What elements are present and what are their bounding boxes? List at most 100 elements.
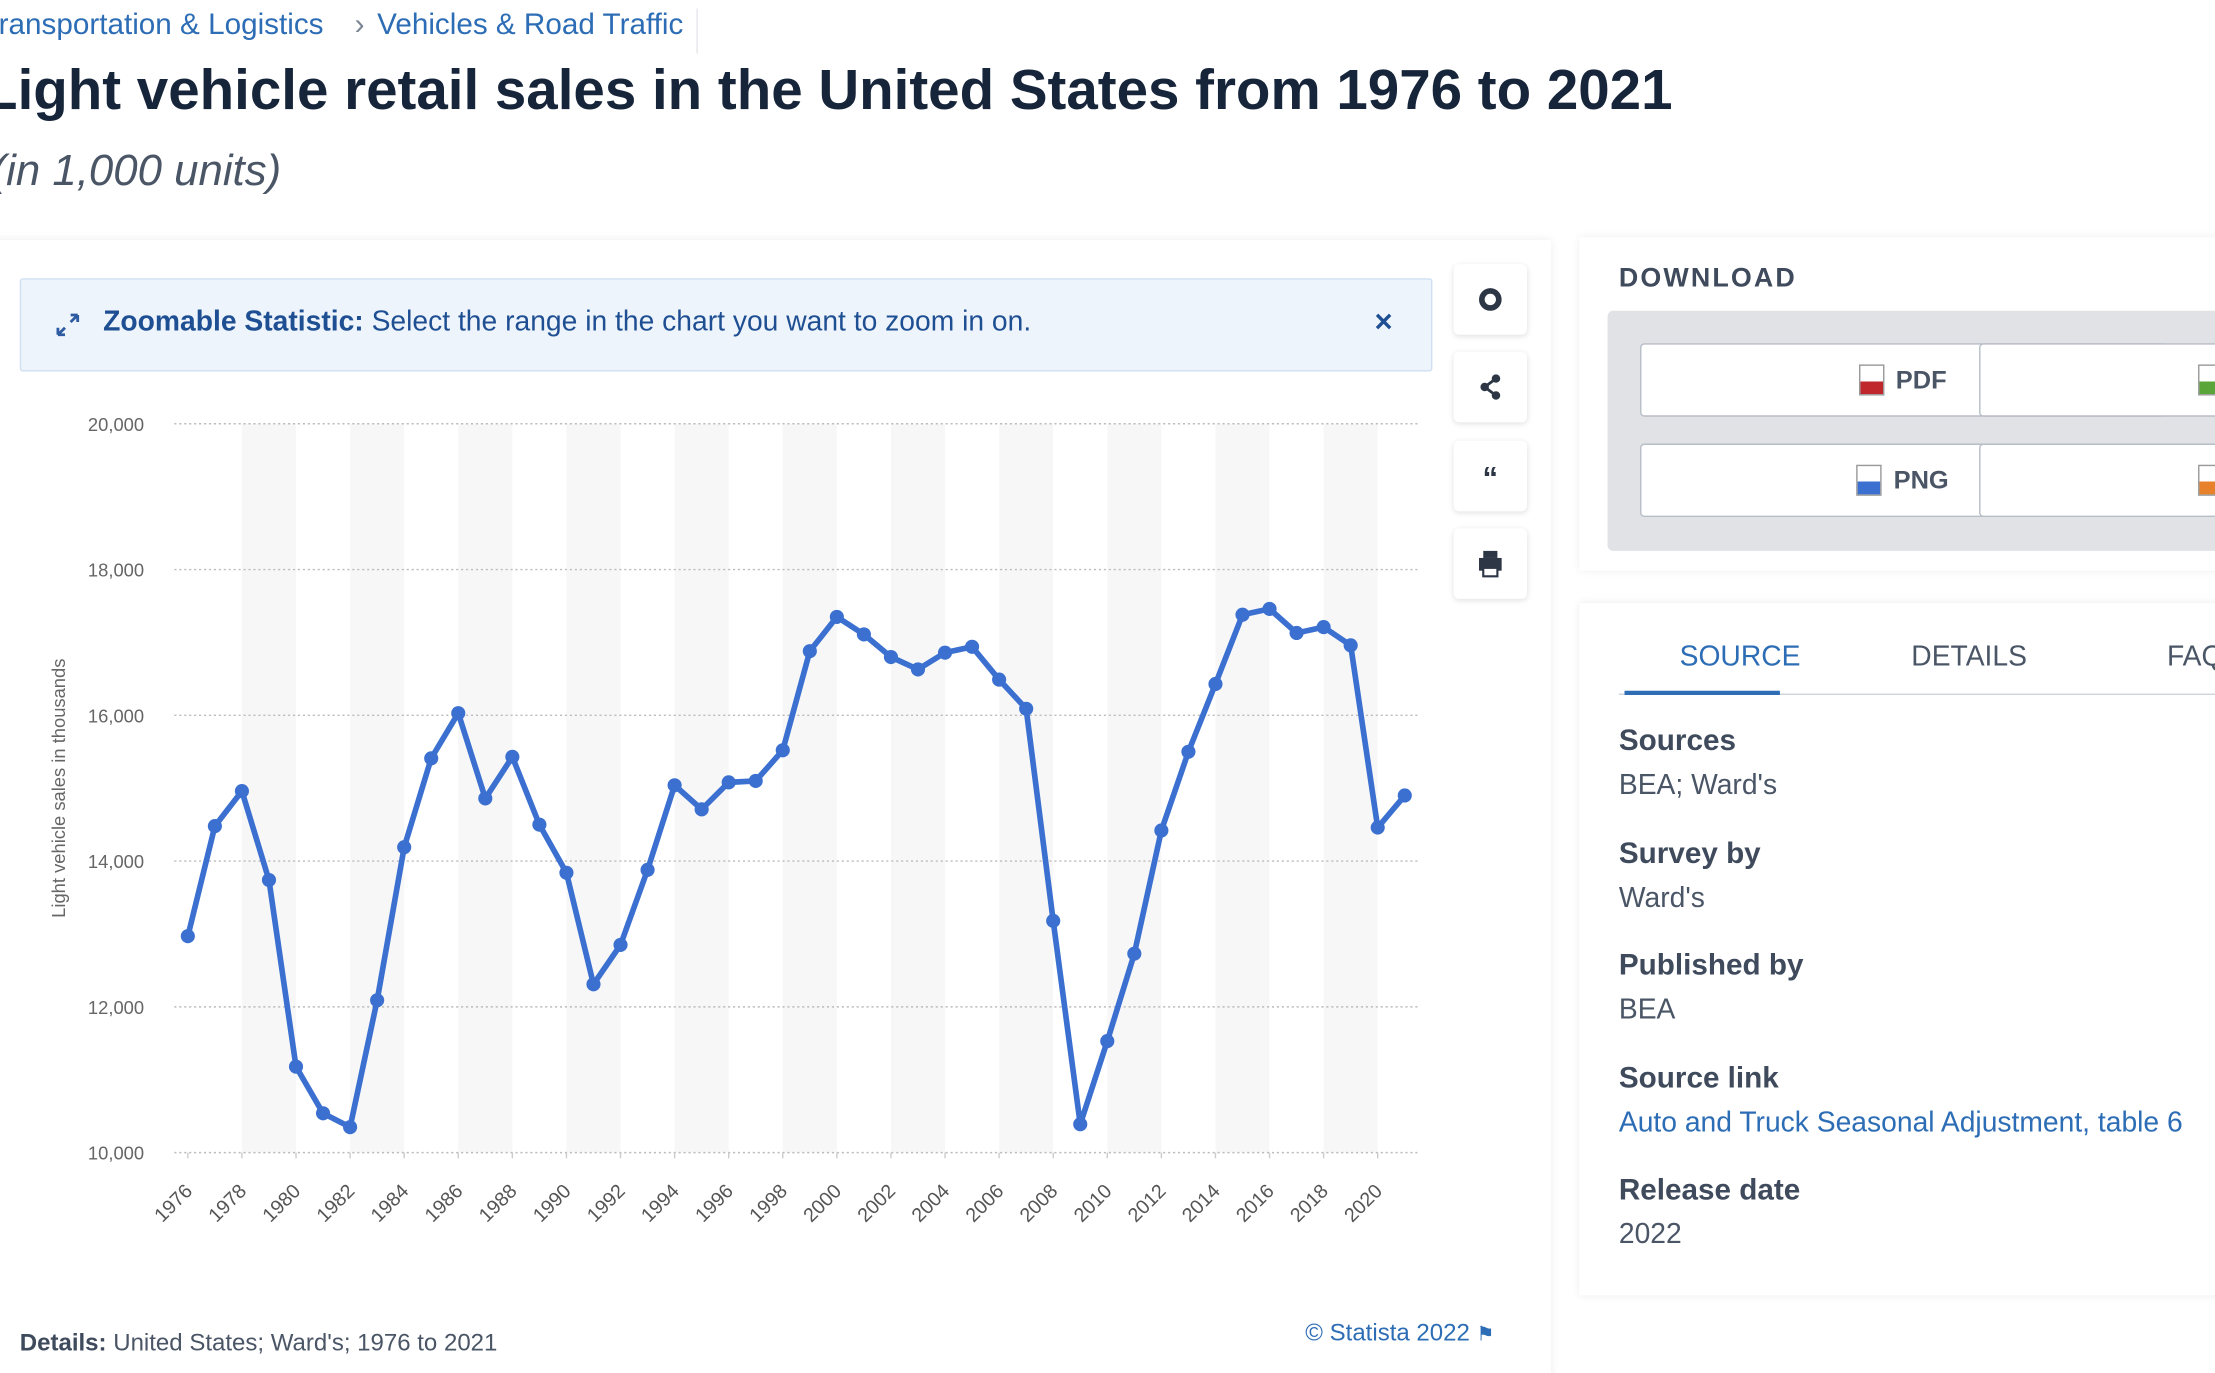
- page-subtitle: (in 1,000 units): [0, 145, 282, 195]
- x-tick-label: 1980: [259, 1180, 306, 1227]
- share-button[interactable]: [1453, 351, 1528, 423]
- data-point: [910, 662, 926, 677]
- x-tick-label: 1990: [529, 1180, 576, 1227]
- download-card: DOWNLOAD PDF XLS PNG PPT: [1579, 237, 2215, 571]
- download-label: PDF: [1895, 365, 1947, 394]
- data-point: [1046, 913, 1061, 928]
- settings-button[interactable]: [1453, 264, 1528, 335]
- x-tick-label: 2018: [1286, 1180, 1333, 1227]
- data-point: [748, 773, 763, 788]
- details-text: United States; Ward's; 1976 to 2021: [113, 1329, 498, 1357]
- x-tick-label: 1988: [475, 1180, 522, 1227]
- data-point: [992, 672, 1007, 687]
- x-tick-label: 1984: [367, 1180, 414, 1227]
- info-value: Ward's: [1618, 882, 1705, 914]
- close-button[interactable]: ×: [1374, 303, 1393, 340]
- plot-band: [350, 423, 405, 1153]
- source-link[interactable]: Auto and Truck Seasonal Adjustment, tabl…: [1618, 1106, 2183, 1138]
- x-tick-label: 2016: [1232, 1180, 1279, 1227]
- data-point: [1397, 788, 1412, 803]
- plot-band: [890, 423, 946, 1153]
- plot-band: [782, 423, 837, 1153]
- file-icon: [1856, 464, 1883, 496]
- x-tick-label: 2002: [853, 1180, 900, 1227]
- data-point: [1127, 946, 1142, 961]
- tab[interactable]: FAQ: [2166, 641, 2215, 673]
- x-tick-label: 2006: [962, 1180, 1009, 1227]
- data-point: [829, 609, 844, 624]
- copyright-text: © Statista 2022: [1305, 1319, 1470, 1347]
- data-point: [1181, 744, 1196, 759]
- y-tick-label: 14,000: [88, 851, 144, 872]
- data-point: [586, 977, 601, 992]
- data-point: [1100, 1034, 1115, 1049]
- data-line: [185, 606, 1407, 1130]
- breadcrumb-link[interactable]: Vehicles & Road Traffic: [377, 8, 698, 54]
- x-tick-label: 2008: [1016, 1180, 1063, 1227]
- info-value: BEA; Ward's: [1618, 769, 1778, 801]
- download-button[interactable]: XLS: [1979, 343, 2215, 417]
- y-tick-label: 10,000: [88, 1143, 144, 1164]
- data-point: [261, 872, 277, 888]
- info-label: Sources: [1618, 724, 1736, 758]
- data-point: [721, 775, 736, 790]
- y-tick-label: 12,000: [88, 997, 144, 1018]
- data-point: [1154, 823, 1169, 838]
- data-point: [1208, 676, 1223, 692]
- data-point: [315, 1106, 331, 1121]
- info-label: Survey by: [1618, 836, 1761, 870]
- plot-band: [566, 423, 621, 1153]
- y-tick-label: 18,000: [88, 560, 144, 581]
- info-value: BEA: [1618, 994, 1676, 1026]
- data-point: [883, 649, 899, 665]
- plot-band: [458, 423, 513, 1153]
- data-point: [802, 644, 817, 659]
- data-point: [234, 784, 249, 799]
- x-tick-label: 1978: [204, 1180, 251, 1227]
- info-label: Release date: [1618, 1173, 1801, 1207]
- data-point: [559, 865, 574, 880]
- x-tick-label: 2012: [1124, 1180, 1171, 1227]
- chart[interactable]: 10,000 12,000 14,000 16,000 18,000 20,000 1976…: [0, 0, 1441, 1373]
- data-point: [667, 778, 682, 793]
- data-point: [505, 749, 520, 764]
- tab-divider: [1618, 693, 2215, 695]
- copyright-link[interactable]: © Statista 2022 ⚑: [1305, 1319, 1495, 1347]
- breadcrumb-separator: ›: [354, 8, 365, 41]
- breadcrumb-link[interactable]: Transportation & Logistics: [0, 8, 324, 41]
- tab-indicator: [1624, 690, 1780, 695]
- download-button[interactable]: PPT: [1979, 443, 2215, 517]
- file-icon: [2198, 464, 2215, 496]
- data-point: [1370, 820, 1385, 835]
- data-point: [397, 840, 412, 855]
- data-point: [640, 862, 655, 877]
- data-point: [1073, 1117, 1088, 1132]
- tab[interactable]: SOURCE: [1679, 641, 1801, 673]
- data-point: [343, 1120, 358, 1135]
- y-axis-title: Light vehicle sales in thousands: [48, 659, 69, 918]
- x-tick-label: 1998: [745, 1180, 792, 1227]
- y-tick-label: 16,000: [88, 705, 144, 726]
- zoom-banner: Zoomable Statistic: Select the range in …: [19, 278, 1433, 372]
- file-icon: [2198, 364, 2215, 396]
- x-tick-label: 1992: [583, 1180, 630, 1227]
- x-tick-label: 1994: [637, 1180, 684, 1227]
- expand-icon: [56, 313, 80, 337]
- info-value: 2022: [1618, 1219, 1682, 1251]
- data-point: [1289, 625, 1304, 641]
- x-tick-label: 2014: [1178, 1180, 1225, 1227]
- data-point: [207, 819, 222, 834]
- info-label: Published by: [1618, 949, 1804, 982]
- data-point: [694, 802, 709, 817]
- banner-text: Select the range in the chart you want t…: [371, 306, 1032, 338]
- cite-button[interactable]: “: [1453, 440, 1528, 512]
- x-tick-label: 1976: [150, 1180, 197, 1227]
- data-point: [532, 817, 547, 832]
- data-point: [775, 743, 790, 758]
- tab[interactable]: DETAILS: [1911, 641, 2027, 673]
- plot-band: [241, 423, 297, 1153]
- data-point: [937, 645, 953, 660]
- data-point: [613, 937, 628, 952]
- print-button[interactable]: [1453, 528, 1528, 599]
